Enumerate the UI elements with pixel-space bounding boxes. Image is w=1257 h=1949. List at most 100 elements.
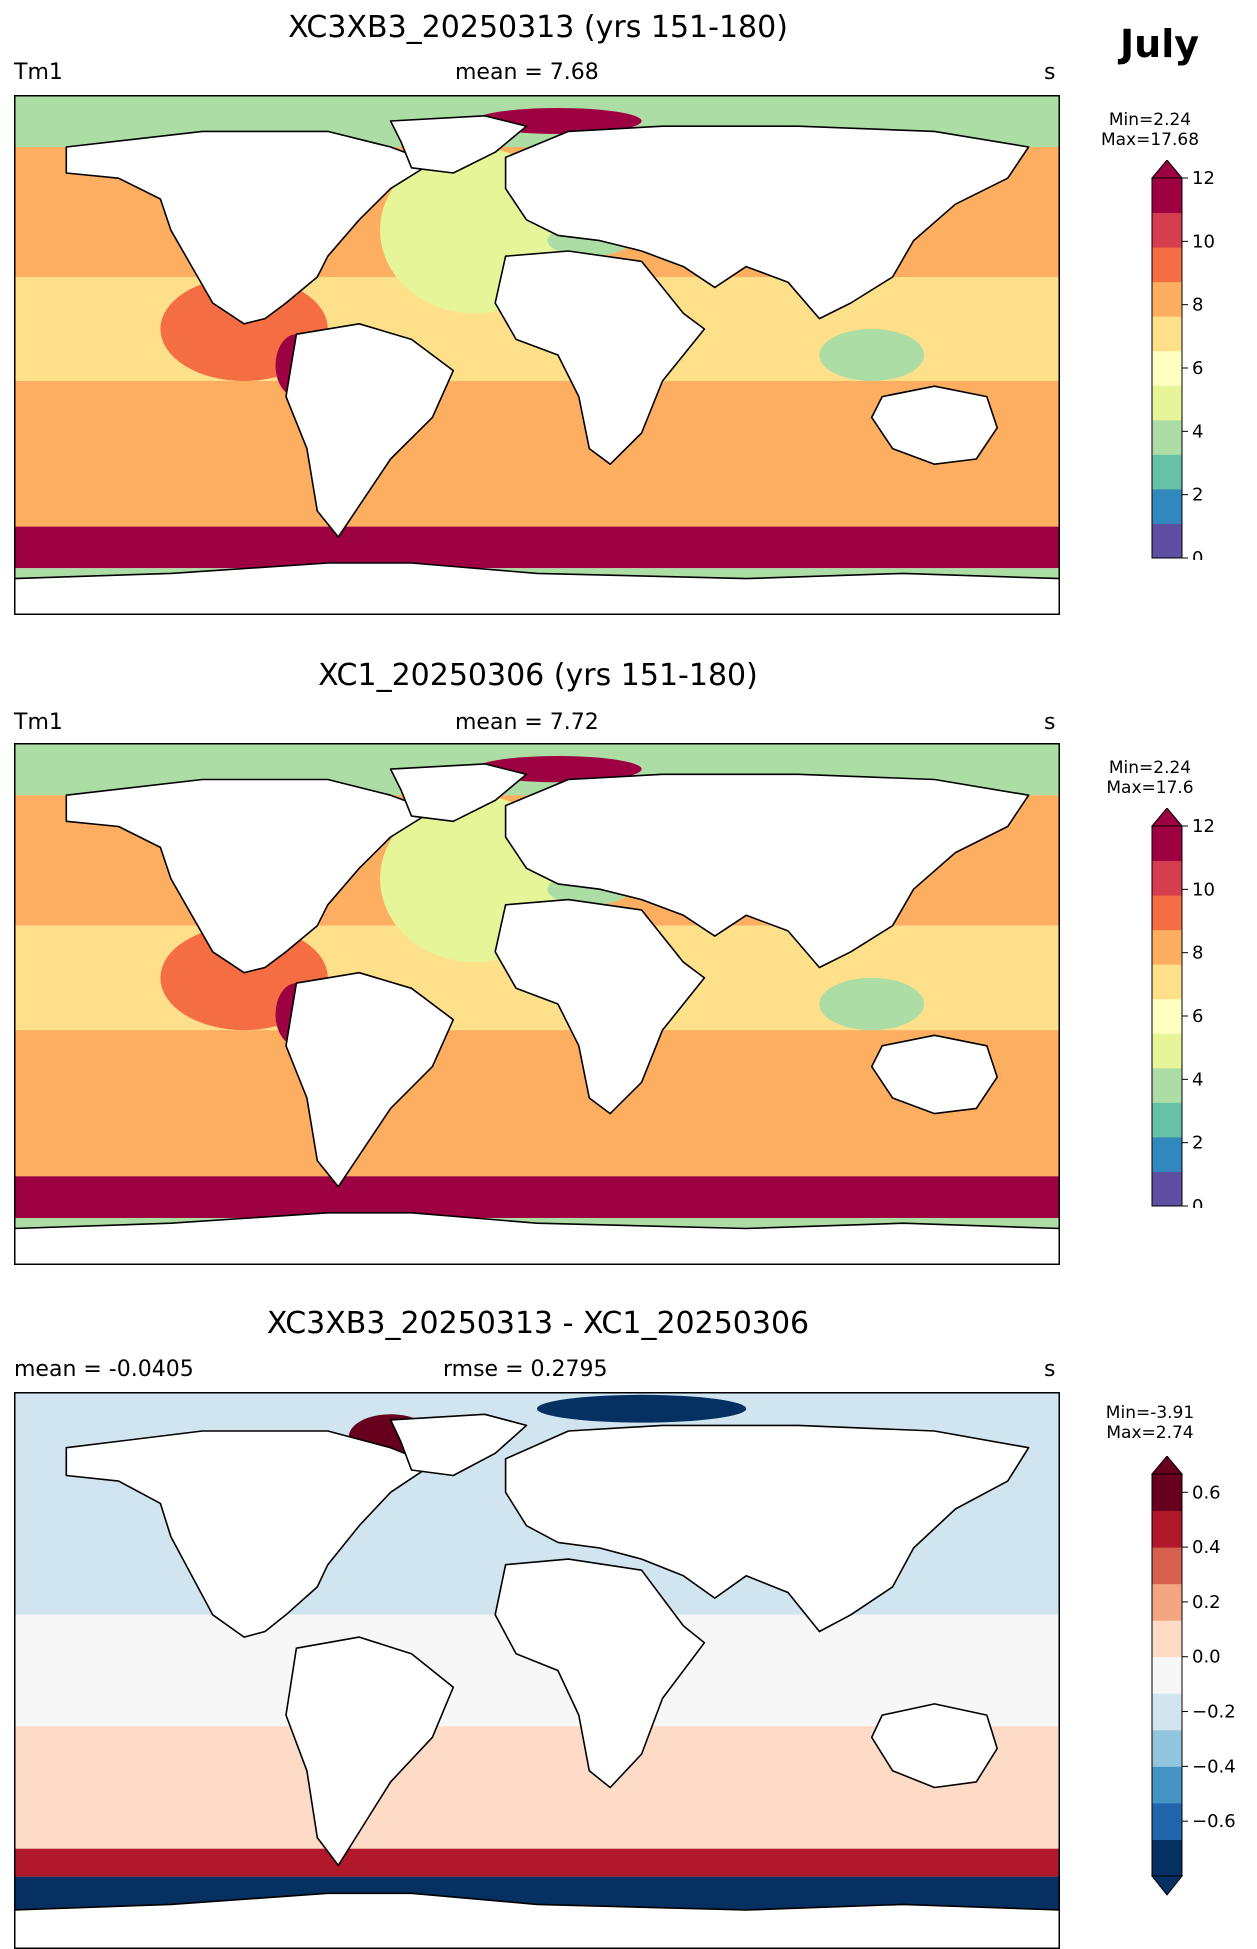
colorbar-frame (1151, 1473, 1183, 1877)
colorbar-segment (1152, 1136, 1182, 1172)
continent-greenland (389, 763, 528, 823)
continent-eurasia (504, 773, 1030, 969)
panel-1-variable-label: Tm1 (14, 60, 63, 85)
panel-1-map (14, 95, 1060, 615)
colorbar-tick-label: 0.0 (1192, 1647, 1221, 1668)
colorbar-segment (1152, 1102, 1182, 1138)
panel-1-colorbar: 0 2 4 6 8 10 12 (1150, 160, 1215, 560)
colorbar-segment (1152, 1067, 1182, 1103)
colorbar-segment (1152, 1839, 1182, 1877)
panel-2-min-label: Min=2.24 (1108, 758, 1192, 778)
colorbar-segment (1152, 212, 1182, 248)
colorbar-segment (1152, 1766, 1182, 1804)
colorbar-segment (1152, 178, 1182, 214)
panel-2-variable-label: Tm1 (14, 710, 63, 735)
southern-ocean-band (14, 526, 1060, 569)
colorbar-segment (1152, 998, 1182, 1034)
colorbar-segment (1152, 1802, 1182, 1840)
panel-3-rmse-label: rmse = 0.2795 (443, 1357, 608, 1382)
panel-3-colorbar: −0.6 −0.4 −0.2 0.0 0.2 0.4 0.6 (1150, 1456, 1236, 1896)
continent-antarctica (14, 1211, 1060, 1265)
southern-ocean-band (14, 1176, 1060, 1219)
barents-diff-field (537, 1394, 747, 1423)
panel-2-max-label: Max=17.6 (1106, 778, 1194, 798)
continent-eurasia (504, 125, 1030, 320)
colorbar-tick-label: 4 (1192, 421, 1203, 442)
continent-south-america (285, 971, 455, 1188)
panel-3-min-max: Min=-3.91 Max=2.74 (1090, 1403, 1210, 1443)
continent-australia (870, 385, 999, 466)
colorbar-tick-label: 0.4 (1192, 1537, 1221, 1558)
continent-australia (870, 1703, 999, 1789)
continent-north-america (65, 778, 434, 974)
indonesia-field (819, 329, 924, 381)
panel-1-max-label: Max=17.68 (1100, 130, 1200, 150)
colorbar-tick-label: 6 (1192, 1006, 1203, 1027)
continent-greenland (389, 1413, 528, 1477)
colorbar-tick-label: −0.4 (1192, 1756, 1236, 1777)
colorbar-segment (1152, 454, 1182, 490)
panel-1-title: XC3XB3_20250313 (yrs 151-180) (288, 10, 788, 45)
southern-ocean-diff-band (14, 1848, 1060, 1877)
colorbar-segment (1152, 1620, 1182, 1658)
colorbar-segment (1152, 1729, 1182, 1767)
panel-1-mean-label: mean = 7.68 (455, 60, 599, 85)
colorbar-segment (1152, 1033, 1182, 1069)
colorbar-extend-max (1150, 1456, 1184, 1475)
colorbar-segment (1152, 826, 1182, 862)
map-frame (14, 95, 1060, 615)
colorbar-segment (1152, 247, 1182, 283)
colorbar-segment (1152, 860, 1182, 896)
colorbar-tick-label: 10 (1192, 231, 1215, 252)
colorbar-segment (1152, 1656, 1182, 1694)
colorbar-tick-label: 12 (1192, 816, 1215, 837)
colorbar-tick-label: 0 (1192, 1196, 1203, 1208)
colorbar-segment (1152, 929, 1182, 965)
colorbar-tick-label: 0 (1192, 548, 1203, 560)
colorbar-segment (1152, 1171, 1182, 1207)
colorbar-extend-max (1150, 160, 1184, 179)
colorbar-segment (1152, 1474, 1182, 1512)
colorbar-segment (1152, 1510, 1182, 1548)
colorbar-tick-label: 6 (1192, 358, 1203, 379)
panel-2-units-label: s (1044, 710, 1056, 735)
map-frame (14, 743, 1060, 1265)
continent-antarctica (14, 562, 1060, 615)
panel-1-min-label: Min=2.24 (1108, 110, 1192, 130)
continent-antarctica (14, 1892, 1060, 1949)
colorbar-tick-label: 12 (1192, 168, 1215, 189)
continent-africa (494, 898, 706, 1115)
colorbar-segment (1152, 316, 1182, 352)
panel-2-colorbar: 0 2 4 6 8 10 12 (1150, 808, 1215, 1208)
continent-eurasia (504, 1424, 1030, 1633)
colorbar-segment (1152, 281, 1182, 317)
colorbar-segment (1152, 895, 1182, 931)
colorbar-segment (1152, 385, 1182, 421)
colorbar-tick-label: −0.2 (1192, 1702, 1236, 1723)
colorbar-segment (1152, 419, 1182, 455)
panel-2-title: XC1_20250306 (yrs 151-180) (318, 658, 758, 693)
month-title: July (1120, 22, 1199, 66)
colorbar-segment (1152, 1693, 1182, 1731)
colorbar-tick-label: 4 (1192, 1069, 1203, 1090)
panel-3-min-label: Min=-3.91 (1105, 1403, 1195, 1423)
colorbar-tick-label: 0.2 (1192, 1592, 1221, 1613)
colorbar-tick-label: −0.6 (1192, 1811, 1236, 1832)
colorbar-segment (1152, 1583, 1182, 1621)
colorbar-segment (1152, 488, 1182, 524)
colorbar-segment (1152, 350, 1182, 386)
continent-south-america (285, 323, 455, 538)
colorbar-tick-label: 8 (1192, 295, 1203, 316)
continent-africa (494, 250, 706, 466)
continent-north-america (65, 130, 434, 325)
panel-3-units-label: s (1044, 1357, 1056, 1382)
panel-1-min-max: Min=2.24 Max=17.68 (1090, 110, 1210, 150)
colorbar-tick-label: 2 (1192, 1133, 1203, 1154)
colorbar-segment (1152, 964, 1182, 1000)
panel-1-units-label: s (1044, 60, 1056, 85)
panel-3-title: XC3XB3_20250313 - XC1_20250306 (266, 1306, 810, 1341)
panel-2-mean-label: mean = 7.72 (455, 710, 599, 735)
colorbar-extend-max (1150, 808, 1184, 827)
colorbar-tick-label: 2 (1192, 485, 1203, 506)
continent-africa (494, 1558, 706, 1789)
